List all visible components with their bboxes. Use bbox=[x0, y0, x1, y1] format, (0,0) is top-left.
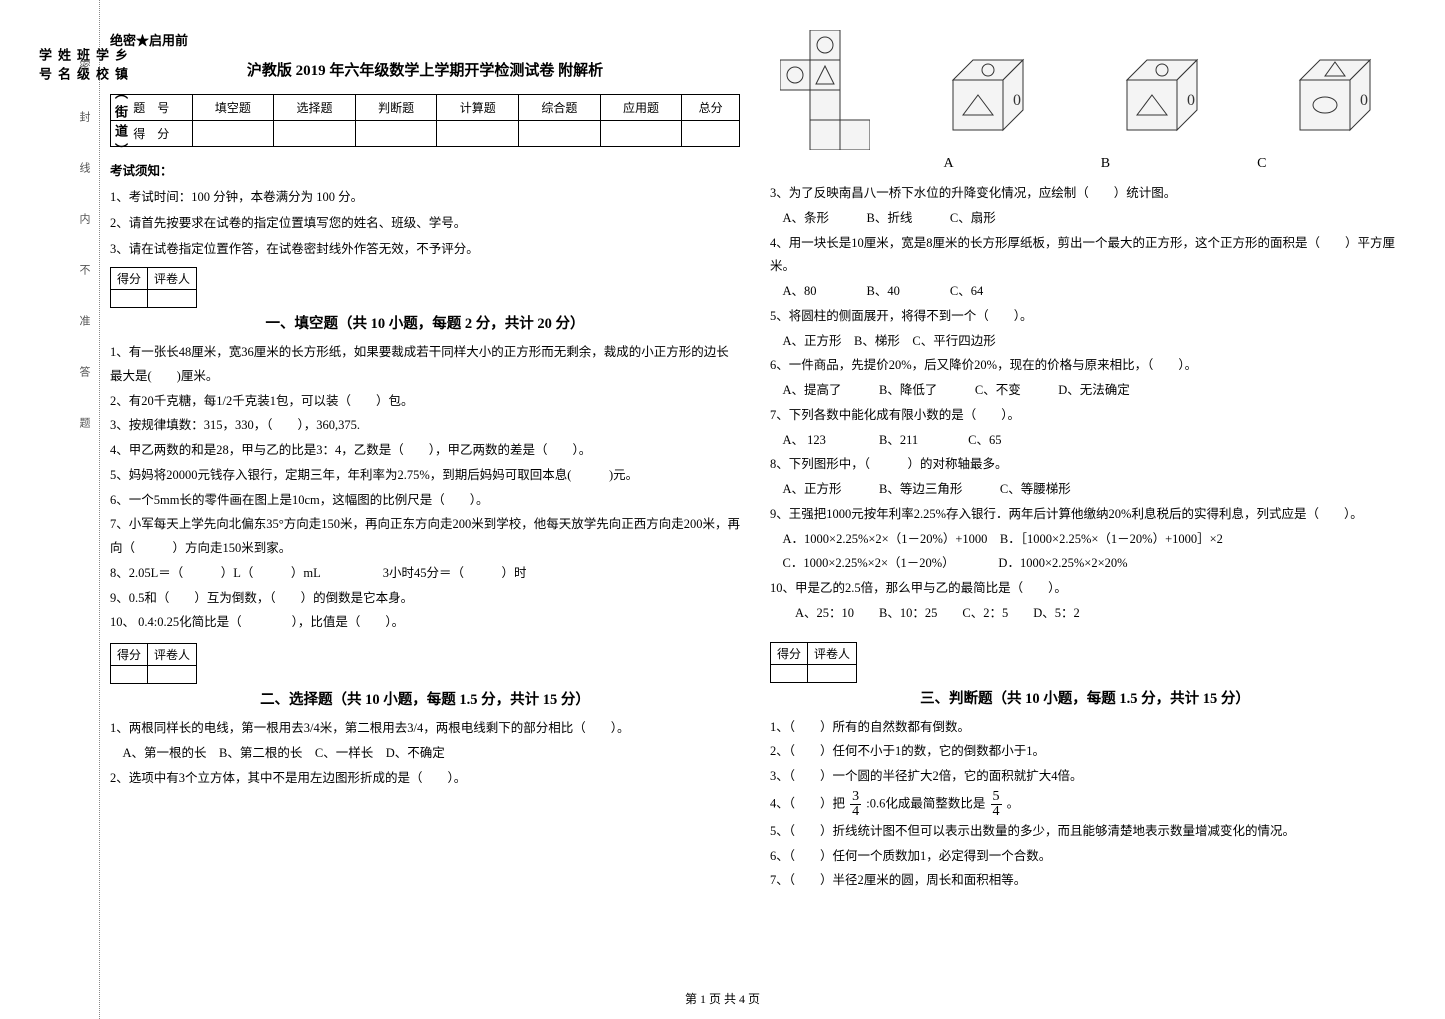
svg-text:0: 0 bbox=[1187, 92, 1195, 109]
s2-q5: 5、将圆柱的侧面展开，将得不到一个（ ）。 bbox=[770, 305, 1400, 329]
s3-q6: 6、（ ）任何一个质数加1，必定得到一个合数。 bbox=[770, 845, 1400, 869]
s1-q7: 7、小军每天上学先向北偏东35°方向走150米，再向正东方向走200米到学校，他… bbox=[110, 513, 740, 561]
s3-q4-mid: :0.6化成最简整数比是 bbox=[866, 796, 985, 810]
score-row2-2 bbox=[274, 121, 356, 147]
seal-line-text: 密封线内不准答题 bbox=[76, 60, 92, 940]
s1-q4: 4、甲乙两数的和是28，甲与乙的比是3：4，乙数是（ ），甲乙两数的差是（ ）。 bbox=[110, 439, 740, 463]
s3-q3: 3、（ ）一个圆的半径扩大2倍，它的面积就扩大4倍。 bbox=[770, 765, 1400, 789]
s1-q8: 8、2.05L＝（ ）L（ ）mL 3小时45分＝（ ）时 bbox=[110, 562, 740, 586]
page-content: 绝密★启用前 沪教版 2019 年六年级数学上学期开学检测试卷 附解析 题 号 … bbox=[110, 30, 1410, 894]
s1-q2: 2、有20千克糖，每1/2千克装1包，可以装（ ）包。 bbox=[110, 390, 740, 414]
s3-q5: 5、（ ）折线统计图不但可以表示出数量的多少，而且能够清楚地表示数量增减变化的情… bbox=[770, 820, 1400, 844]
score-row2-3 bbox=[355, 121, 437, 147]
s2-q9o2: C．1000×2.25%×2×（1－20%） D．1000×2.25%×2×20… bbox=[770, 552, 1400, 576]
cube-a-icon: 0 bbox=[933, 50, 1043, 150]
field-id: 学号 bbox=[35, 48, 54, 932]
score-row2-7 bbox=[682, 121, 740, 147]
notice-1: 1、考试时间：100 分钟，本卷满分为 100 分。 bbox=[110, 187, 740, 207]
score-row2-6 bbox=[600, 121, 682, 147]
s1-q6: 6、一个5mm长的零件画在图上是10cm，这幅图的比例尺是（ ）。 bbox=[110, 489, 740, 513]
exam-notice: 考试须知： 1、考试时间：100 分钟，本卷满分为 100 分。 2、请首先按要… bbox=[110, 161, 740, 259]
score-hdr-1: 填空题 bbox=[192, 95, 274, 121]
s2-q3: 3、为了反映南昌八一桥下水位的升降变化情况，应绘制（ ）统计图。 bbox=[770, 182, 1400, 206]
label-b: B bbox=[1101, 156, 1110, 172]
abc-labels: A B C bbox=[770, 156, 1400, 172]
label-a: A bbox=[944, 156, 954, 172]
section1-questions: 1、有一张长48厘米，宽36厘米的长方形纸，如果要裁成若干同样大小的正方形而无剩… bbox=[110, 341, 740, 635]
score-row2-4 bbox=[437, 121, 519, 147]
right-column: 0 0 0 A B C 3、 bbox=[770, 30, 1400, 894]
s2-q1: 1、两根同样长的电线，第一根用去3/4米，第二根用去3/4，两根电线剩下的部分相… bbox=[110, 717, 740, 741]
score-hdr-3: 判断题 bbox=[355, 95, 437, 121]
page-number: 第 1 页 共 4 页 bbox=[0, 990, 1445, 1007]
s2-q7o: A、 123 B、211 C、65 bbox=[770, 429, 1400, 453]
s1-q5: 5、妈妈将20000元钱存入银行，定期三年，年利率为2.75%，到期后妈妈可取回… bbox=[110, 464, 740, 488]
s2-q5o: A、正方形 B、梯形 C、平行四边形 bbox=[770, 330, 1400, 354]
score-hdr-0: 题 号 bbox=[111, 95, 193, 121]
s2-q9: 9、王强把1000元按年利率2.25%存入银行．两年后计算他缴纳20%利息税后的… bbox=[770, 503, 1400, 527]
s2-q4: 4、用一块长是10厘米，宽是8厘米的长方形厚纸板，剪出一个最大的正方形，这个正方… bbox=[770, 232, 1400, 280]
score-hdr-5: 综合题 bbox=[519, 95, 601, 121]
s3-q7: 7、（ ）半径2厘米的圆，周长和面积相等。 bbox=[770, 869, 1400, 893]
s3-q4-post: 。 bbox=[1007, 796, 1020, 810]
notice-head: 考试须知： bbox=[110, 161, 740, 181]
s2-q6o: A、提高了 B、降低了 C、不变 D、无法确定 bbox=[770, 379, 1400, 403]
svg-text:0: 0 bbox=[1013, 92, 1021, 109]
cube-c-icon: 0 bbox=[1280, 50, 1390, 150]
section1-title: 一、填空题（共 10 小题，每题 2 分，共计 20 分） bbox=[110, 312, 740, 333]
section2-right-questions: 3、为了反映南昌八一桥下水位的升降变化情况，应绘制（ ）统计图。 A、条形 B、… bbox=[770, 182, 1400, 626]
section2-title: 二、选择题（共 10 小题，每题 1.5 分，共计 15 分） bbox=[110, 688, 740, 709]
notice-3: 3、请在试卷指定位置作答，在试卷密封线外作答无效，不予评分。 bbox=[110, 239, 740, 259]
score-row2-0: 得 分 bbox=[111, 121, 193, 147]
field-school: 学校 bbox=[92, 48, 111, 932]
s2-q10o: A、25：10 B、10：25 C、2：5 D、5：2 bbox=[770, 602, 1400, 626]
label-c: C bbox=[1257, 156, 1266, 172]
s2-q8: 8、下列图形中，（ ）的对称轴最多。 bbox=[770, 453, 1400, 477]
score-hdr-2: 选择题 bbox=[274, 95, 356, 121]
score-table: 题 号 填空题 选择题 判断题 计算题 综合题 应用题 总分 得 分 bbox=[110, 94, 740, 147]
s2-q10: 10、甲是乙的2.5倍，那么甲与乙的最简比是（ ）。 bbox=[770, 577, 1400, 601]
binding-column: 乡镇（街道） 学校 班级 姓名 学号 密封线内不准答题 bbox=[0, 0, 100, 1019]
cube-b-icon: 0 bbox=[1107, 50, 1217, 150]
s2-q4o: A、80 B、40 C、64 bbox=[770, 280, 1400, 304]
s1-q1: 1、有一张长48厘米，宽36厘米的长方形纸，如果要裁成若干同样大小的正方形而无剩… bbox=[110, 341, 740, 389]
s1-q9: 9、0.5和（ ）互为倒数，（ ）的倒数是它本身。 bbox=[110, 587, 740, 611]
s3-q2: 2、（ ）任何不小于1的数，它的倒数都小于1。 bbox=[770, 740, 1400, 764]
paper-title: 沪教版 2019 年六年级数学上学期开学检测试卷 附解析 bbox=[110, 59, 740, 80]
section3-questions: 1、（ ）所有的自然数都有倒数。 2、（ ）任何不小于1的数，它的倒数都小于1。… bbox=[770, 716, 1400, 894]
s2-q9o1: A．1000×2.25%×2×（1－20%）+1000 B．［1000×2.25… bbox=[770, 528, 1400, 552]
s2-q1-opts: A、第一根的长 B、第二根的长 C、一样长 D、不确定 bbox=[110, 742, 740, 766]
mark-box-3: 得分评卷人 bbox=[770, 642, 857, 683]
cube-net-icon bbox=[780, 30, 870, 150]
mark-score: 得分 bbox=[111, 268, 148, 290]
fraction-3-4: 34 bbox=[850, 790, 861, 819]
section3-title: 三、判断题（共 10 小题，每题 1.5 分，共计 15 分） bbox=[770, 687, 1400, 708]
s2-q3o: A、条形 B、折线 C、扇形 bbox=[770, 207, 1400, 231]
score-hdr-4: 计算题 bbox=[437, 95, 519, 121]
s3-q4: 4、（ ）把 34 :0.6化成最简整数比是 54 。 bbox=[770, 790, 1400, 819]
s3-q4-pre: 4、（ ）把 bbox=[770, 796, 845, 810]
section2-left-questions: 1、两根同样长的电线，第一根用去3/4米，第二根用去3/4，两根电线剩下的部分相… bbox=[110, 717, 740, 790]
s1-q10: 10、 0.4:0.25化简比是（ ），比值是（ ）。 bbox=[110, 611, 740, 635]
confidential-mark: 绝密★启用前 bbox=[110, 30, 740, 49]
s2-q7: 7、下列各数中能化成有限小数的是（ ）。 bbox=[770, 404, 1400, 428]
svg-text:0: 0 bbox=[1360, 92, 1368, 109]
s2-q2: 2、选项中有3个立方体，其中不是用左边图形折成的是（ ）。 bbox=[110, 767, 740, 791]
mark-rev: 评卷人 bbox=[148, 268, 197, 290]
s2-q6: 6、一件商品，先提价20%，后又降价20%，现在的价格与原来相比，（ ）。 bbox=[770, 354, 1400, 378]
mark-box-1: 得分评卷人 bbox=[110, 267, 197, 308]
score-hdr-6: 应用题 bbox=[600, 95, 682, 121]
s3-q1: 1、（ ）所有的自然数都有倒数。 bbox=[770, 716, 1400, 740]
score-row2-1 bbox=[192, 121, 274, 147]
score-row2-5 bbox=[519, 121, 601, 147]
notice-2: 2、请首先按要求在试卷的指定位置填写您的姓名、班级、学号。 bbox=[110, 213, 740, 233]
score-hdr-7: 总分 bbox=[682, 95, 740, 121]
s1-q3: 3、按规律填数：315，330，（ ），360,375. bbox=[110, 414, 740, 438]
mark-box-2: 得分评卷人 bbox=[110, 643, 197, 684]
left-column: 绝密★启用前 沪教版 2019 年六年级数学上学期开学检测试卷 附解析 题 号 … bbox=[110, 30, 740, 894]
fraction-5-4: 54 bbox=[991, 790, 1002, 819]
s2-q8o: A、正方形 B、等边三角形 C、等腰梯形 bbox=[770, 478, 1400, 502]
cube-net-row: 0 0 0 bbox=[770, 30, 1400, 150]
field-name: 姓名 bbox=[54, 48, 73, 932]
